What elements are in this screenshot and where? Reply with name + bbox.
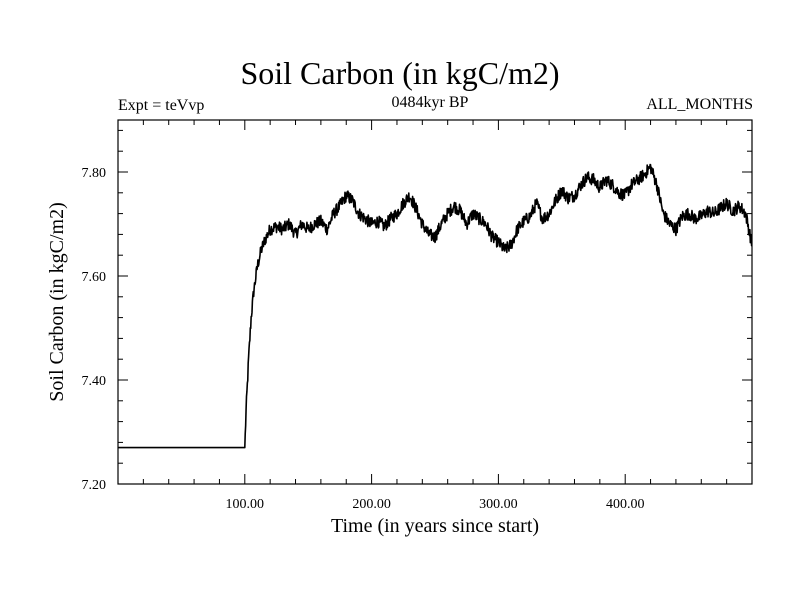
y-tick-label: 7.60 (82, 270, 107, 285)
x-tick-label: 100.00 (226, 497, 265, 512)
chart-title: Soil Carbon (in kgC/m2) (240, 55, 560, 91)
series-group (117, 163, 753, 449)
months-label: ALL_MONTHS (646, 96, 753, 113)
plot-frame (117, 119, 753, 485)
x-tick-label: 200.00 (352, 497, 391, 512)
series-line (117, 163, 753, 449)
x-axis-title: Time (in years since start) (331, 515, 539, 537)
axis-ticks (118, 120, 752, 484)
period-label: 0484kyr BP (391, 94, 469, 111)
y-axis-title: Soil Carbon (in kgC/m2) (46, 202, 68, 401)
y-tick-label: 7.20 (82, 478, 107, 493)
y-tick-label: 7.80 (82, 166, 107, 181)
axis-tick-labels: 100.00 200.00 300.00 400.00 7.20 7.40 7.60 7.80 (82, 166, 645, 512)
experiment-label: Expt = teVvp (118, 97, 205, 114)
y-tick-label: 7.40 (82, 374, 107, 389)
x-tick-label: 300.00 (479, 497, 518, 512)
x-tick-label: 400.00 (606, 497, 645, 512)
